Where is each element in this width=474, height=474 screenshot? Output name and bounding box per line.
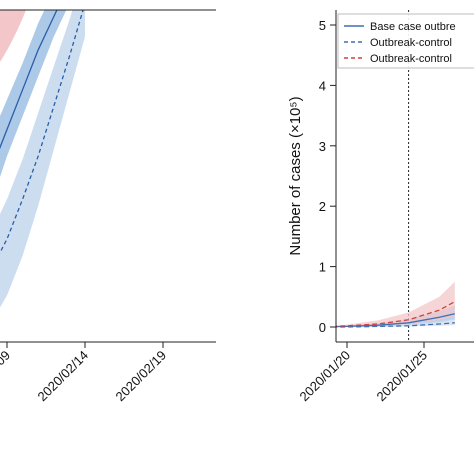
left-x-tick-label: 2020/02/09 (0, 348, 13, 405)
right-x-tick-label: 2020/01/20 (296, 348, 353, 405)
right-y-tick-label: 0 (319, 320, 326, 335)
right-y-tick-label: 1 (319, 260, 326, 275)
legend-box (337, 13, 474, 69)
right-y-ticks: 0 1 2 3 4 5 (319, 18, 336, 335)
left-x-tick-label: 2020/02/14 (34, 348, 91, 405)
right-y-tick-label: 4 (319, 78, 326, 93)
legend-label: Outbreak-control (370, 53, 452, 65)
left-band-solid (0, 10, 67, 177)
left-plot-area (0, 10, 85, 308)
left-red-band-edge (0, 10, 26, 62)
left-line-solid (0, 10, 58, 150)
right-y-tick-label: 2 (319, 199, 326, 214)
right-plot-area (336, 10, 456, 342)
left-x-tick-label: 2020/02/19 (112, 348, 169, 405)
right-x-tick-label: 2020/01/25 (373, 348, 430, 405)
right-y-tick-label: 3 (319, 139, 326, 154)
left-band-dashed (0, 10, 85, 308)
right-band-dashed (336, 281, 455, 327)
legend-label: Outbreak-control (370, 37, 452, 49)
right-line-dashed (336, 301, 456, 327)
right-line-dashed (336, 322, 455, 328)
right-panel: Number of cases (×10⁵) 0 1 2 3 4 5 2020/01/20… (287, 10, 474, 404)
left-panel: 2020/02/09 2020/02/14 2020/02/19 (0, 9, 216, 404)
right-legend: Base case outbre Outbreak-control Outbreak… (337, 13, 474, 69)
legend-label: Base case outbre (370, 21, 456, 33)
left-x-ticks: 2020/02/09 2020/02/14 2020/02/19 (0, 342, 169, 404)
right-y-tick-label: 5 (319, 18, 326, 33)
right-y-axis-label: Number of cases (×10⁵) (287, 96, 304, 255)
